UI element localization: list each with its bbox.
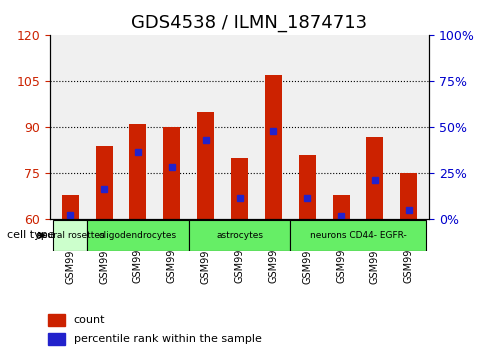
Bar: [197, 112, 214, 219]
Bar: [299, 155, 316, 219]
Bar: [96, 146, 113, 219]
Text: astrocytes: astrocytes: [216, 231, 263, 240]
Text: GDS4538 / ILMN_1874713: GDS4538 / ILMN_1874713: [131, 14, 368, 32]
Bar: [163, 127, 180, 219]
Text: neurons CD44- EGFR-: neurons CD44- EGFR-: [310, 231, 406, 240]
Text: percentile rank within the sample: percentile rank within the sample: [74, 335, 262, 344]
Bar: [333, 195, 350, 219]
Bar: [189, 220, 290, 251]
Bar: [366, 137, 383, 219]
Text: cell type: cell type: [7, 230, 55, 240]
Bar: [265, 75, 282, 219]
Bar: [48, 314, 65, 326]
Text: neural rosettes: neural rosettes: [36, 231, 104, 240]
Bar: [48, 333, 65, 346]
Bar: [62, 195, 79, 219]
Bar: [87, 220, 189, 251]
Bar: [129, 124, 146, 219]
Text: oligodendrocytes: oligodendrocytes: [99, 231, 177, 240]
Text: count: count: [74, 315, 105, 325]
Bar: [400, 173, 417, 219]
Bar: [53, 220, 87, 251]
Bar: [231, 158, 248, 219]
Bar: [290, 220, 426, 251]
